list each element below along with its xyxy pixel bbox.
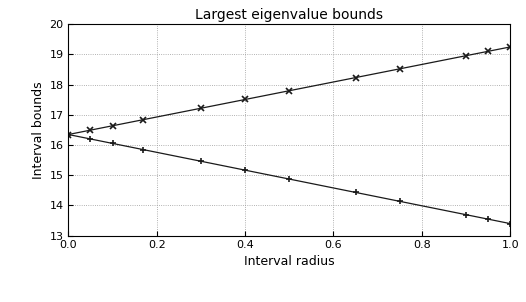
lowerbound [286,177,292,181]
upperbound [286,89,292,92]
lowerbound [109,142,116,145]
Y-axis label: Interval bounds: Interval bounds [32,81,45,179]
upperbound [242,98,248,101]
upperbound [352,76,359,79]
lowerbound [65,133,72,136]
lowerbound [242,168,248,172]
upperbound [109,124,116,127]
upperbound [507,45,513,49]
lowerbound [140,148,147,152]
lowerbound [198,159,204,163]
upperbound [65,133,72,136]
lowerbound [485,217,491,221]
Line: upperbound: upperbound [65,43,514,138]
upperbound [140,118,147,121]
lowerbound [87,137,94,141]
upperbound [397,67,403,71]
upperbound [463,54,469,57]
lowerbound [397,200,403,203]
X-axis label: Interval radius: Interval radius [244,255,335,268]
lowerbound [463,213,469,217]
Line: lowerbound: lowerbound [65,131,514,227]
upperbound [485,50,491,53]
upperbound [198,106,204,110]
lowerbound [352,191,359,194]
Title: Largest eigenvalue bounds: Largest eigenvalue bounds [195,8,383,22]
upperbound [87,128,94,132]
lowerbound [507,222,513,225]
